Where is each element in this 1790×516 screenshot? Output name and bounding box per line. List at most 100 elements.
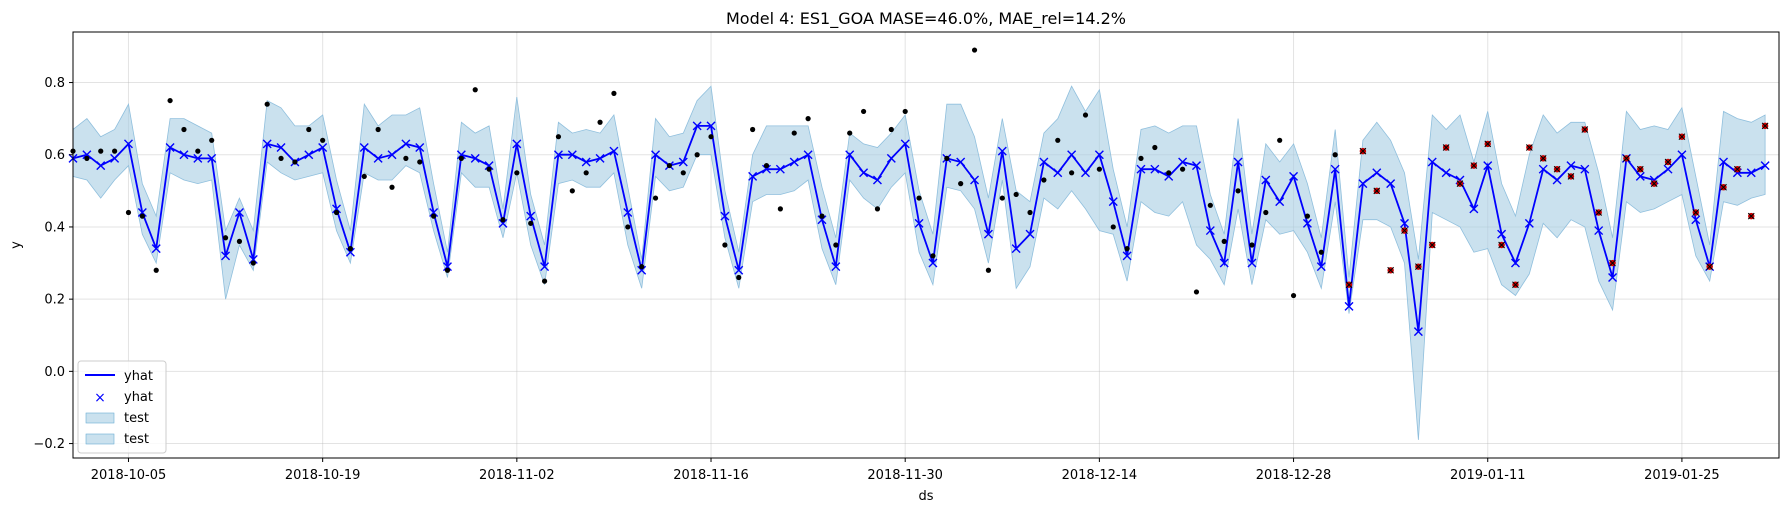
yhat-marker [526, 211, 536, 221]
yhat-marker [96, 161, 106, 171]
actual-point [1055, 137, 1061, 143]
actual-point [736, 274, 742, 281]
actual-point [514, 170, 520, 176]
yhat-marker [553, 150, 563, 160]
test-point-cross [1373, 187, 1381, 195]
actual-point [1041, 177, 1047, 183]
legend: yhat × yhat test test [77, 360, 167, 454]
x-tick-label: 2018-12-28 [1256, 468, 1332, 483]
test-point-cross [1650, 180, 1658, 187]
actual-point [292, 159, 298, 165]
yhat-marker [1275, 197, 1285, 207]
yhat-marker [1566, 161, 1576, 171]
actual-point [1152, 144, 1158, 151]
actual-point [250, 260, 256, 266]
yhat-marker [1150, 164, 1160, 174]
test-point-cross [1470, 162, 1478, 169]
actual-point [625, 224, 631, 230]
actual-point [1096, 166, 1102, 172]
yhat-marker [498, 218, 508, 228]
yhat-marker [1025, 229, 1035, 239]
test-point-cross [1387, 266, 1394, 274]
test-point-cross [1512, 281, 1519, 289]
actual-point [722, 242, 728, 248]
actual-point [1304, 213, 1311, 219]
yhat-marker [609, 146, 619, 156]
actual-point [361, 173, 367, 180]
yhat-marker [1164, 171, 1174, 181]
actual-point [930, 253, 936, 259]
legend-label: test [124, 411, 149, 426]
actual-point [347, 246, 353, 252]
y-axis-title: y [9, 241, 24, 249]
actual-point [611, 90, 617, 96]
yhat-marker [1400, 218, 1410, 228]
yhat-marker [706, 121, 716, 131]
x-tick-label: 2018-12-14 [1062, 468, 1138, 483]
actual-point [819, 213, 825, 219]
test-point-cross [1720, 183, 1727, 191]
yhat-marker [332, 204, 342, 214]
legend-label: yhat [124, 369, 153, 384]
yhat-marker [831, 262, 841, 272]
yhat-marker [345, 247, 355, 257]
y-tick-label: 0.4 [44, 220, 65, 235]
actual-point [444, 267, 451, 273]
x-tick-label: 2019-01-25 [1644, 468, 1720, 483]
test-point-cross [1706, 263, 1714, 271]
yhat-marker [207, 153, 217, 163]
actual-point [1069, 170, 1075, 176]
yhat-marker [1608, 272, 1618, 282]
actual-point [403, 155, 409, 161]
actual-point [486, 166, 492, 172]
actual-point [555, 134, 562, 140]
yhat-marker [165, 143, 175, 153]
yhat-marker [110, 153, 120, 163]
yhat-marker [637, 265, 647, 275]
y-tick-label: −0.2 [33, 437, 65, 452]
actual-point [1235, 188, 1241, 194]
yhat-marker [1261, 175, 1271, 185]
yhat-marker [762, 164, 771, 174]
actual-point [1179, 166, 1186, 172]
actual-point [666, 162, 673, 169]
yhat-marker [1289, 171, 1299, 181]
y-tick-label: 0.8 [44, 76, 65, 91]
actual-point [958, 181, 964, 187]
legend-label: yhat [124, 390, 153, 405]
actual-point [500, 217, 506, 223]
actual-point [528, 220, 534, 226]
yhat-marker [1510, 258, 1520, 268]
legend-band-swatch [85, 412, 115, 424]
yhat-marker [886, 153, 896, 163]
actual-point [888, 126, 894, 133]
yhat-marker [151, 244, 161, 254]
yhat-marker [1011, 244, 1021, 254]
chart-title: Model 4: ES1_GOA MASE=46.0%, MAE_rel=14.… [726, 9, 1126, 29]
yhat-marker [1635, 171, 1645, 181]
test-point-cross [1734, 165, 1741, 173]
x-axis-title: ds [918, 489, 933, 504]
actual-point [1263, 209, 1269, 216]
yhat-marker [581, 157, 591, 167]
yhat-marker [1372, 168, 1382, 178]
yhat-marker [1136, 164, 1146, 174]
y-tick-label: 0.2 [44, 293, 65, 308]
test-point-cross [1581, 126, 1589, 133]
yhat-marker [262, 139, 272, 149]
yhat-marker [1441, 168, 1451, 178]
actual-point [971, 47, 978, 53]
actual-point [652, 195, 659, 201]
yhat-marker [304, 150, 314, 160]
yhat-marker [1580, 164, 1590, 174]
yhat-marker [845, 150, 855, 160]
yhat-marker [734, 265, 744, 275]
yhat-marker [512, 139, 522, 149]
test-point-cross [1609, 259, 1616, 267]
actual-point [1221, 238, 1227, 244]
yhat-marker [221, 251, 231, 261]
yhat-marker [1524, 218, 1534, 228]
actual-point [1082, 112, 1089, 118]
actual-point [985, 267, 992, 273]
